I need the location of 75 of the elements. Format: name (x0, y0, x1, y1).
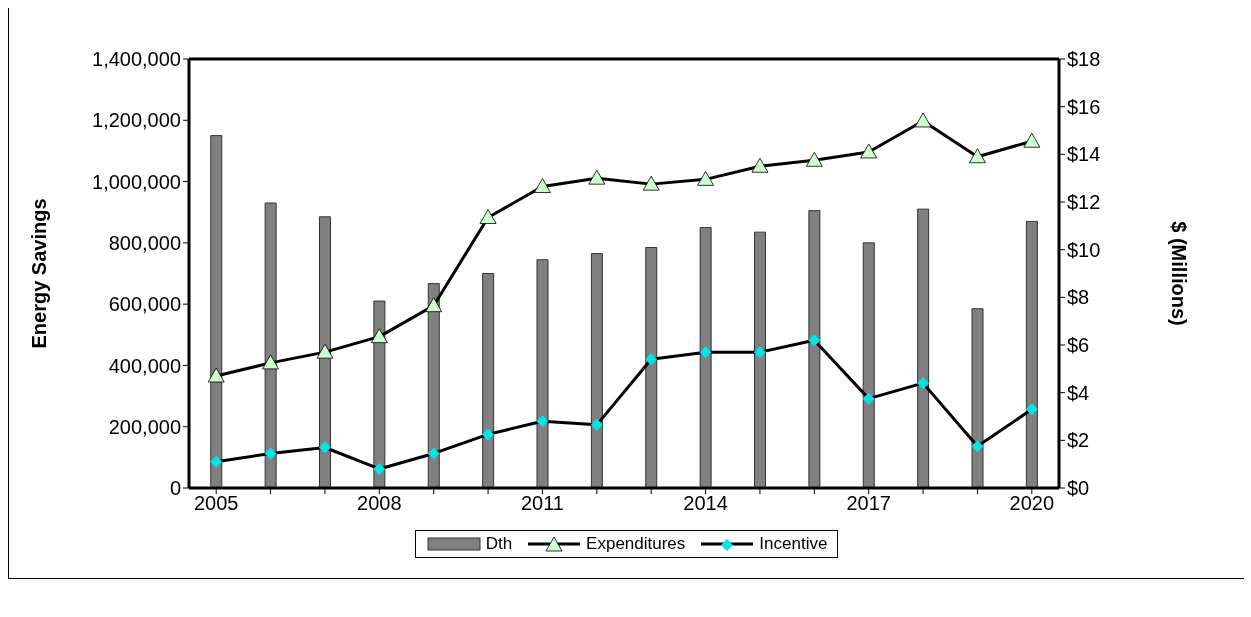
x-tick-label: 2008 (357, 492, 402, 515)
bar (808, 210, 821, 488)
y-tick-label: 1,400,000 (92, 48, 181, 71)
point (425, 297, 443, 313)
point (917, 377, 930, 390)
point (479, 209, 497, 224)
point (971, 440, 984, 453)
bar (590, 253, 603, 488)
y2-tick-label: $12 (1067, 191, 1101, 214)
point (588, 169, 606, 185)
y-tick-label: 800,000 (108, 231, 181, 254)
y2-tick-label: $16 (1067, 95, 1101, 118)
bar (319, 216, 331, 488)
point (1023, 132, 1041, 148)
point (697, 170, 714, 186)
point (534, 178, 551, 193)
y2-tick-label: $4 (1067, 381, 1090, 404)
point (370, 328, 388, 344)
y2-tick-label: $10 (1067, 238, 1101, 261)
point (1025, 403, 1038, 416)
point (482, 428, 495, 441)
bar (645, 246, 658, 488)
point (805, 151, 823, 167)
y2-tick-label: $14 (1067, 143, 1101, 166)
x-tick-label: 2017 (846, 492, 891, 515)
point (860, 143, 878, 159)
point (427, 447, 440, 460)
y2-tick-label: $18 (1067, 48, 1101, 71)
y-tick-label: 0 (169, 477, 181, 500)
point (969, 148, 986, 164)
bar (971, 308, 984, 488)
bar (1025, 220, 1038, 488)
point (207, 367, 225, 383)
point (751, 157, 769, 173)
y2-tick-label: $2 (1067, 429, 1090, 452)
bar (754, 231, 766, 488)
bar (917, 208, 930, 488)
point (264, 447, 277, 460)
bar (210, 135, 223, 488)
point (699, 346, 712, 359)
point (862, 392, 875, 405)
bar (264, 202, 277, 488)
point (914, 112, 932, 128)
x-tick-label: 2005 (193, 492, 239, 515)
point (645, 353, 658, 366)
point (316, 343, 334, 359)
x-tick-label: 2011 (520, 492, 564, 515)
point (262, 354, 279, 370)
y2-axis-title: $ (Millions) (1167, 221, 1190, 326)
point (590, 418, 603, 431)
y-tick-label: 400,000 (108, 354, 181, 377)
y-axis-title: Energy Savings (28, 198, 51, 349)
y-tick-label: 1,000,000 (92, 170, 181, 193)
point (642, 175, 660, 191)
y2-tick-label: $6 (1067, 334, 1090, 357)
point (536, 415, 549, 428)
point (808, 334, 821, 347)
x-tick-label: 2020 (1009, 492, 1055, 515)
y2-tick-label: $0 (1067, 477, 1090, 500)
legend-label: Dth (485, 534, 513, 554)
legend-label: Incentive (759, 534, 828, 554)
y-tick-label: 200,000 (108, 415, 181, 438)
y-tick-label: 600,000 (108, 293, 181, 316)
point (753, 346, 766, 359)
point (373, 462, 386, 475)
bar (482, 273, 495, 488)
point (318, 441, 331, 454)
point (210, 455, 223, 468)
y2-tick-label: $8 (1067, 286, 1090, 309)
x-tick-label: 2014 (683, 492, 728, 515)
legend-label: Expenditures (586, 534, 686, 554)
bar (699, 227, 712, 488)
bar (536, 259, 549, 488)
y-tick-label: 1,200,000 (92, 109, 181, 132)
bar (862, 242, 875, 488)
